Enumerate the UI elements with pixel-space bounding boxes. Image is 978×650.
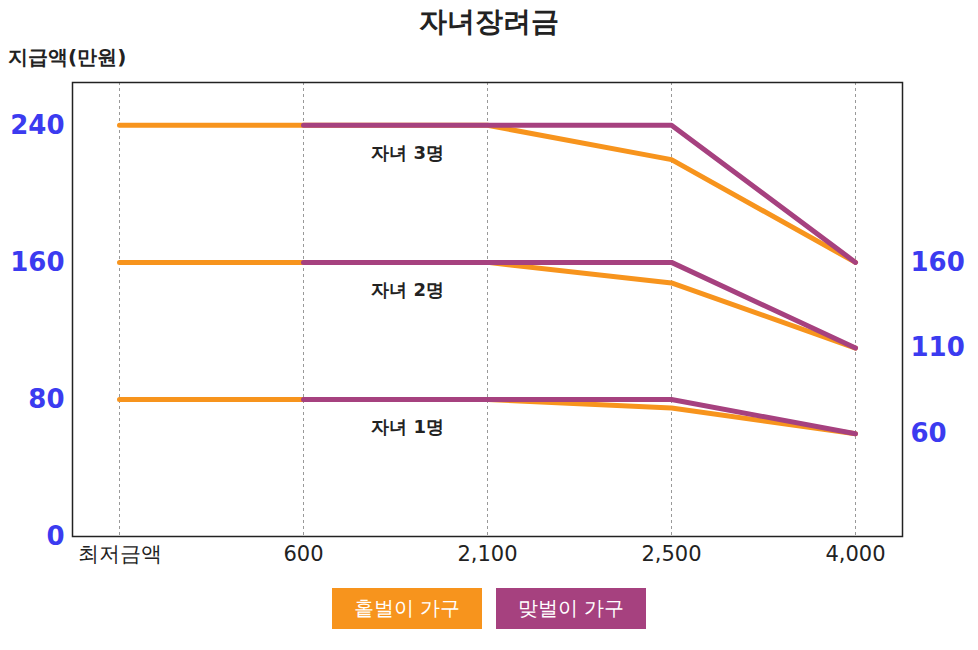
html-text:맞벌이 가구: 맞벌이 가구 xyxy=(518,595,625,620)
svg-text:자녀 1명: 자녀 1명 xyxy=(371,416,444,437)
html-text:자녀장려금: 자녀장려금 xyxy=(419,5,559,38)
svg-text:자녀 2명: 자녀 2명 xyxy=(371,279,444,300)
svg-text:2,100: 2,100 xyxy=(457,542,517,566)
svg-text:110: 110 xyxy=(911,332,965,362)
html-text:홑벌이 가구: 홑벌이 가구 xyxy=(353,595,460,620)
svg-text:160: 160 xyxy=(911,247,965,277)
svg-text:자녀 3명: 자녀 3명 xyxy=(371,142,444,163)
svg-text:160: 160 xyxy=(10,247,64,277)
svg-text:0: 0 xyxy=(46,521,64,551)
svg-text:600: 600 xyxy=(283,542,323,566)
svg-text:240: 240 xyxy=(10,110,64,140)
svg-text:60: 60 xyxy=(911,418,947,448)
svg-text:최저금액: 최저금액 xyxy=(78,542,162,566)
html-text:지급액(만원): 지급액(만원) xyxy=(8,45,127,69)
svg-text:80: 80 xyxy=(28,384,64,414)
svg-text:4,000: 4,000 xyxy=(825,542,885,566)
svg-text:2,500: 2,500 xyxy=(641,542,701,566)
